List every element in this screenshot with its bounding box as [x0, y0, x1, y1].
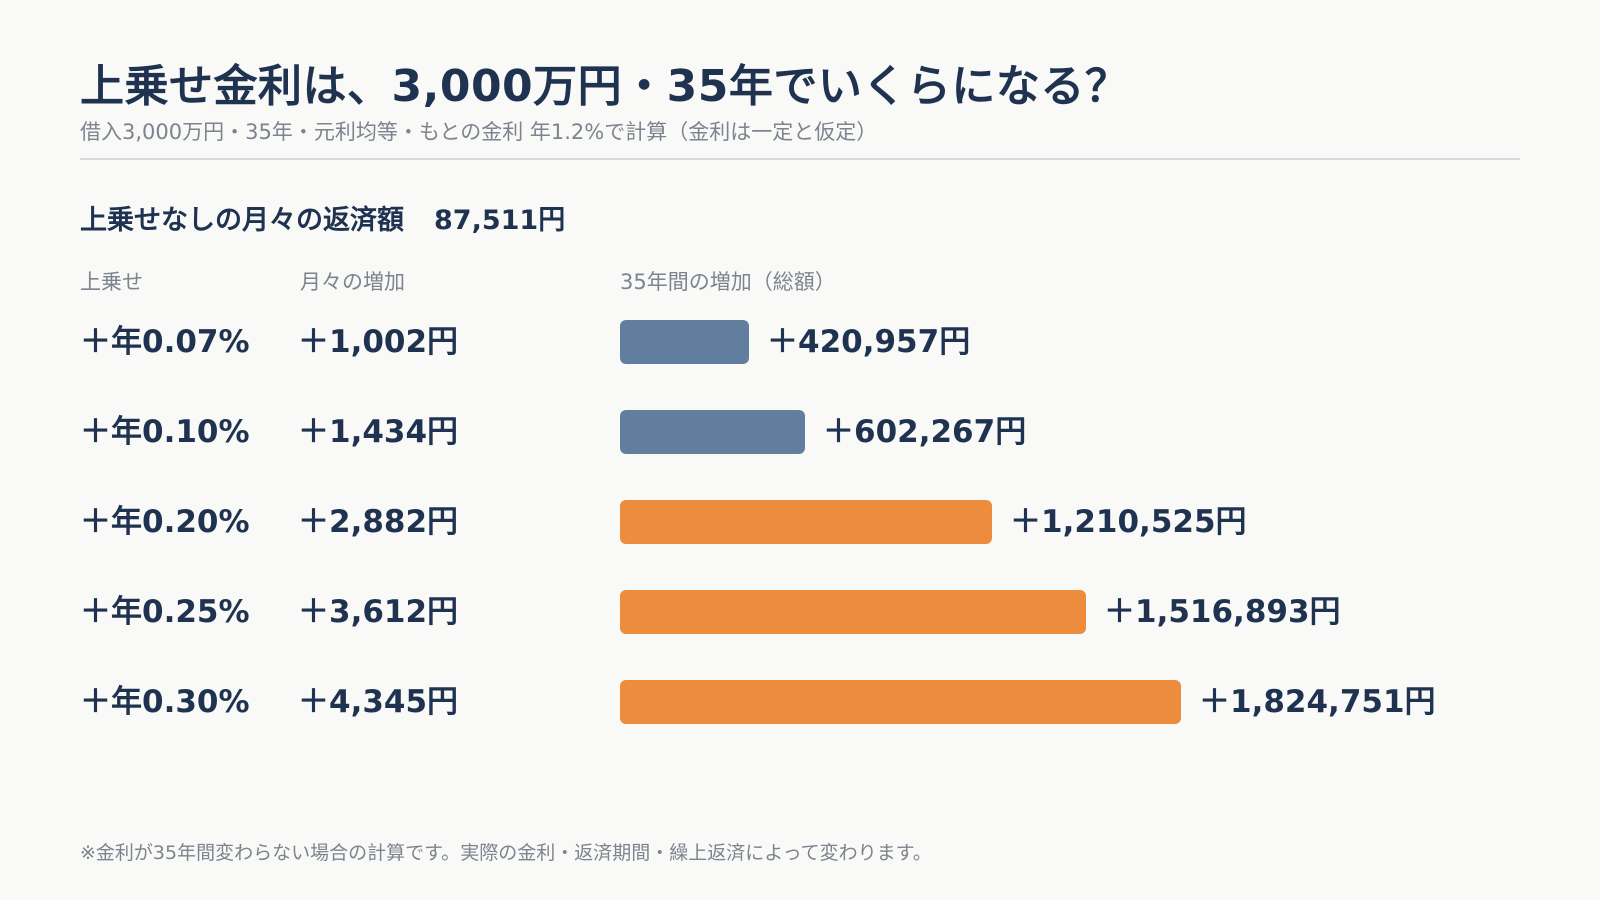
rate-label: ＋年0.20%: [80, 504, 250, 540]
bar: [620, 320, 749, 364]
column-header-total: 35年間の増加（総額）: [620, 270, 836, 294]
column-header-rate: 上乗せ: [80, 270, 143, 294]
divider: [80, 158, 1520, 160]
bar-value-label: ＋420,957円: [767, 324, 971, 360]
page-subtitle: 借入3,000万円・35年・元利均等・もとの金利 年1.2%で計算（金利は一定と…: [80, 120, 878, 144]
bar: [620, 410, 805, 454]
footnote: ※金利が35年間変わらない場合の計算です。実際の金利・返済期間・繰上返済によって…: [80, 842, 932, 864]
page-title: 上乗せ金利は、3,000万円・35年でいくらになる？: [80, 61, 1130, 112]
monthly-increase-label: ＋2,882円: [298, 504, 459, 540]
bar-value-label: ＋1,210,525円: [1010, 504, 1247, 540]
rate-label: ＋年0.25%: [80, 594, 250, 630]
column-header-monthly: 月々の増加: [300, 270, 405, 294]
baseline-payment: 上乗せなしの月々の返済額 87,511円: [80, 198, 565, 237]
rate-label: ＋年0.07%: [80, 324, 250, 360]
monthly-increase-label: ＋3,612円: [298, 594, 459, 630]
bar: [620, 590, 1086, 634]
monthly-increase-label: ＋4,345円: [298, 684, 459, 720]
rate-label: ＋年0.10%: [80, 414, 250, 450]
bar: [620, 500, 992, 544]
baseline-label: 上乗せなしの月々の返済額: [80, 205, 404, 236]
baseline-value: 87,511円: [434, 205, 566, 236]
bar: [620, 680, 1181, 724]
rate-label: ＋年0.30%: [80, 684, 250, 720]
monthly-increase-label: ＋1,002円: [298, 324, 459, 360]
bar-value-label: ＋1,824,751円: [1199, 684, 1436, 720]
bar-value-label: ＋602,267円: [823, 414, 1027, 450]
bar-value-label: ＋1,516,893円: [1104, 594, 1341, 630]
monthly-increase-label: ＋1,434円: [298, 414, 459, 450]
